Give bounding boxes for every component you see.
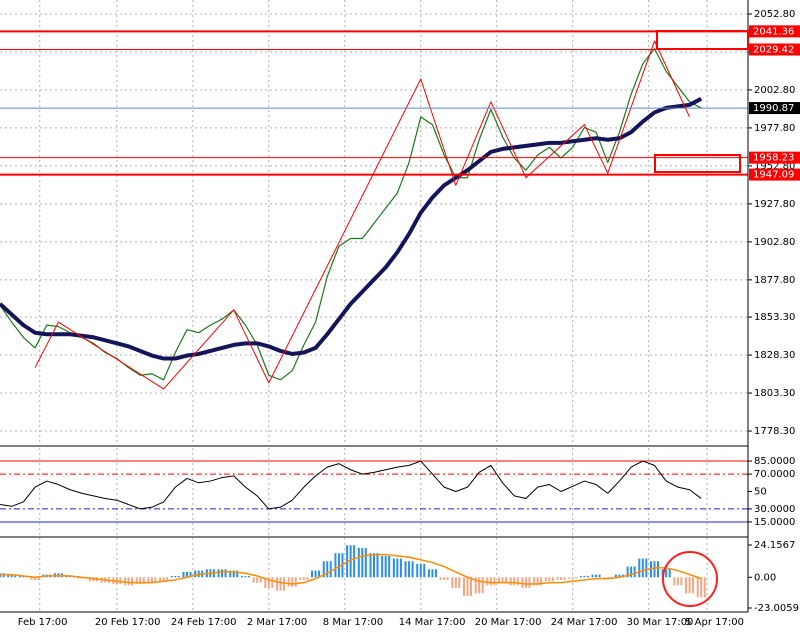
y-tick-label: 1877.80 xyxy=(754,275,795,286)
level-label: 2029.42 xyxy=(753,44,794,55)
level-label: 1958.23 xyxy=(753,153,794,164)
y-tick-label: 15.0000 xyxy=(754,517,795,528)
y-tick-label: 30.0000 xyxy=(754,504,795,515)
y-tick-label: 1902.80 xyxy=(754,237,795,248)
y-tick-label: 0.00 xyxy=(754,572,776,583)
level-label-bg xyxy=(749,151,800,164)
y-tick-label: 2052.80 xyxy=(754,9,795,20)
x-tick-label: Feb 17:00 xyxy=(18,617,68,628)
series-line xyxy=(0,553,702,585)
y-tick-label: 1927.80 xyxy=(754,199,795,210)
level-label-bg xyxy=(749,102,800,115)
level-label: 1990.87 xyxy=(753,103,794,114)
series-line xyxy=(0,460,702,510)
level-label: 2041.36 xyxy=(753,26,794,37)
y-tick-label: 1977.80 xyxy=(754,123,795,134)
y-tick-label: 2002.80 xyxy=(754,85,795,96)
x-tick-label: 14 Mar 17:00 xyxy=(399,617,466,628)
series-line xyxy=(0,96,703,361)
level-label-bg xyxy=(749,168,800,181)
x-tick-label: 20 Mar 17:00 xyxy=(475,617,542,628)
x-tick-label: 24 Mar 17:00 xyxy=(551,617,618,628)
y-tick-label: -23.0059 xyxy=(754,603,799,614)
y-tick-label: 70.0000 xyxy=(754,469,795,480)
y-tick-label: 1853.30 xyxy=(754,312,795,323)
level-label-bg xyxy=(749,43,800,56)
y-tick-label: 1778.30 xyxy=(754,426,795,437)
y-tick-label: 85.0000 xyxy=(754,456,795,467)
y-tick-label: 24.1567 xyxy=(754,540,795,551)
y-tick-label: 1952.80 xyxy=(754,161,795,172)
annotation-box xyxy=(656,30,749,50)
x-tick-label: 8 Mar 17:00 xyxy=(323,617,383,628)
series-line xyxy=(0,48,702,381)
x-tick-label: 5 Apr 17:00 xyxy=(685,617,744,628)
y-tick-label: 50 xyxy=(754,487,767,498)
y-tick-label: 1803.30 xyxy=(754,388,795,399)
y-tick-label: 1828.30 xyxy=(754,350,795,361)
x-tick-label: 20 Feb 17:00 xyxy=(95,617,161,628)
level-label: 1947.09 xyxy=(753,170,794,181)
x-tick-label: 2 Mar 17:00 xyxy=(247,617,307,628)
zigzag-line xyxy=(34,40,691,390)
x-tick-label: 24 Feb 17:00 xyxy=(171,617,237,628)
x-tick-label: 30 Mar 17:00 xyxy=(627,617,694,628)
annotation-box xyxy=(654,154,741,173)
level-label-bg xyxy=(749,25,800,38)
annotation-circle xyxy=(662,551,718,607)
